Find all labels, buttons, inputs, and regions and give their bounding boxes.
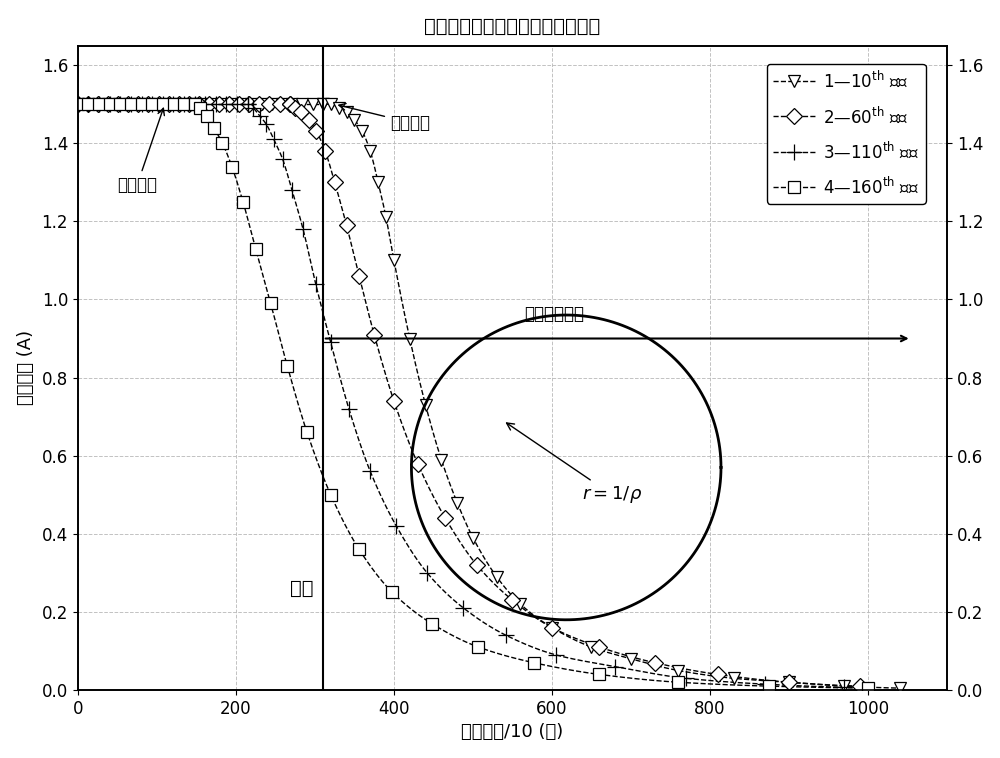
Text: $r = 1/ \rho$: $r = 1/ \rho$ (507, 423, 642, 506)
Text: 恒压充电长度: 恒压充电长度 (524, 305, 584, 323)
Title: 恒压充电电流特性曲线的几何特征: 恒压充电电流特性曲线的几何特征 (424, 17, 601, 36)
Text: 恒流阶段: 恒流阶段 (117, 108, 164, 194)
Legend: 1—10$^{\mathrm{th}}$ 循环, 2—60$^{\mathrm{th}}$ 循环, 3—110$^{\mathrm{th}}$ 循环, 4—16: 1—10$^{\mathrm{th}}$ 循环, 2—60$^{\mathrm{… (767, 64, 926, 204)
Text: 恒压阶段: 恒压阶段 (339, 104, 430, 132)
Text: 面积: 面积 (290, 579, 313, 598)
X-axis label: 测量时间/10 (秒): 测量时间/10 (秒) (461, 723, 564, 741)
Y-axis label: 测量电流 (A): 测量电流 (A) (17, 330, 35, 406)
